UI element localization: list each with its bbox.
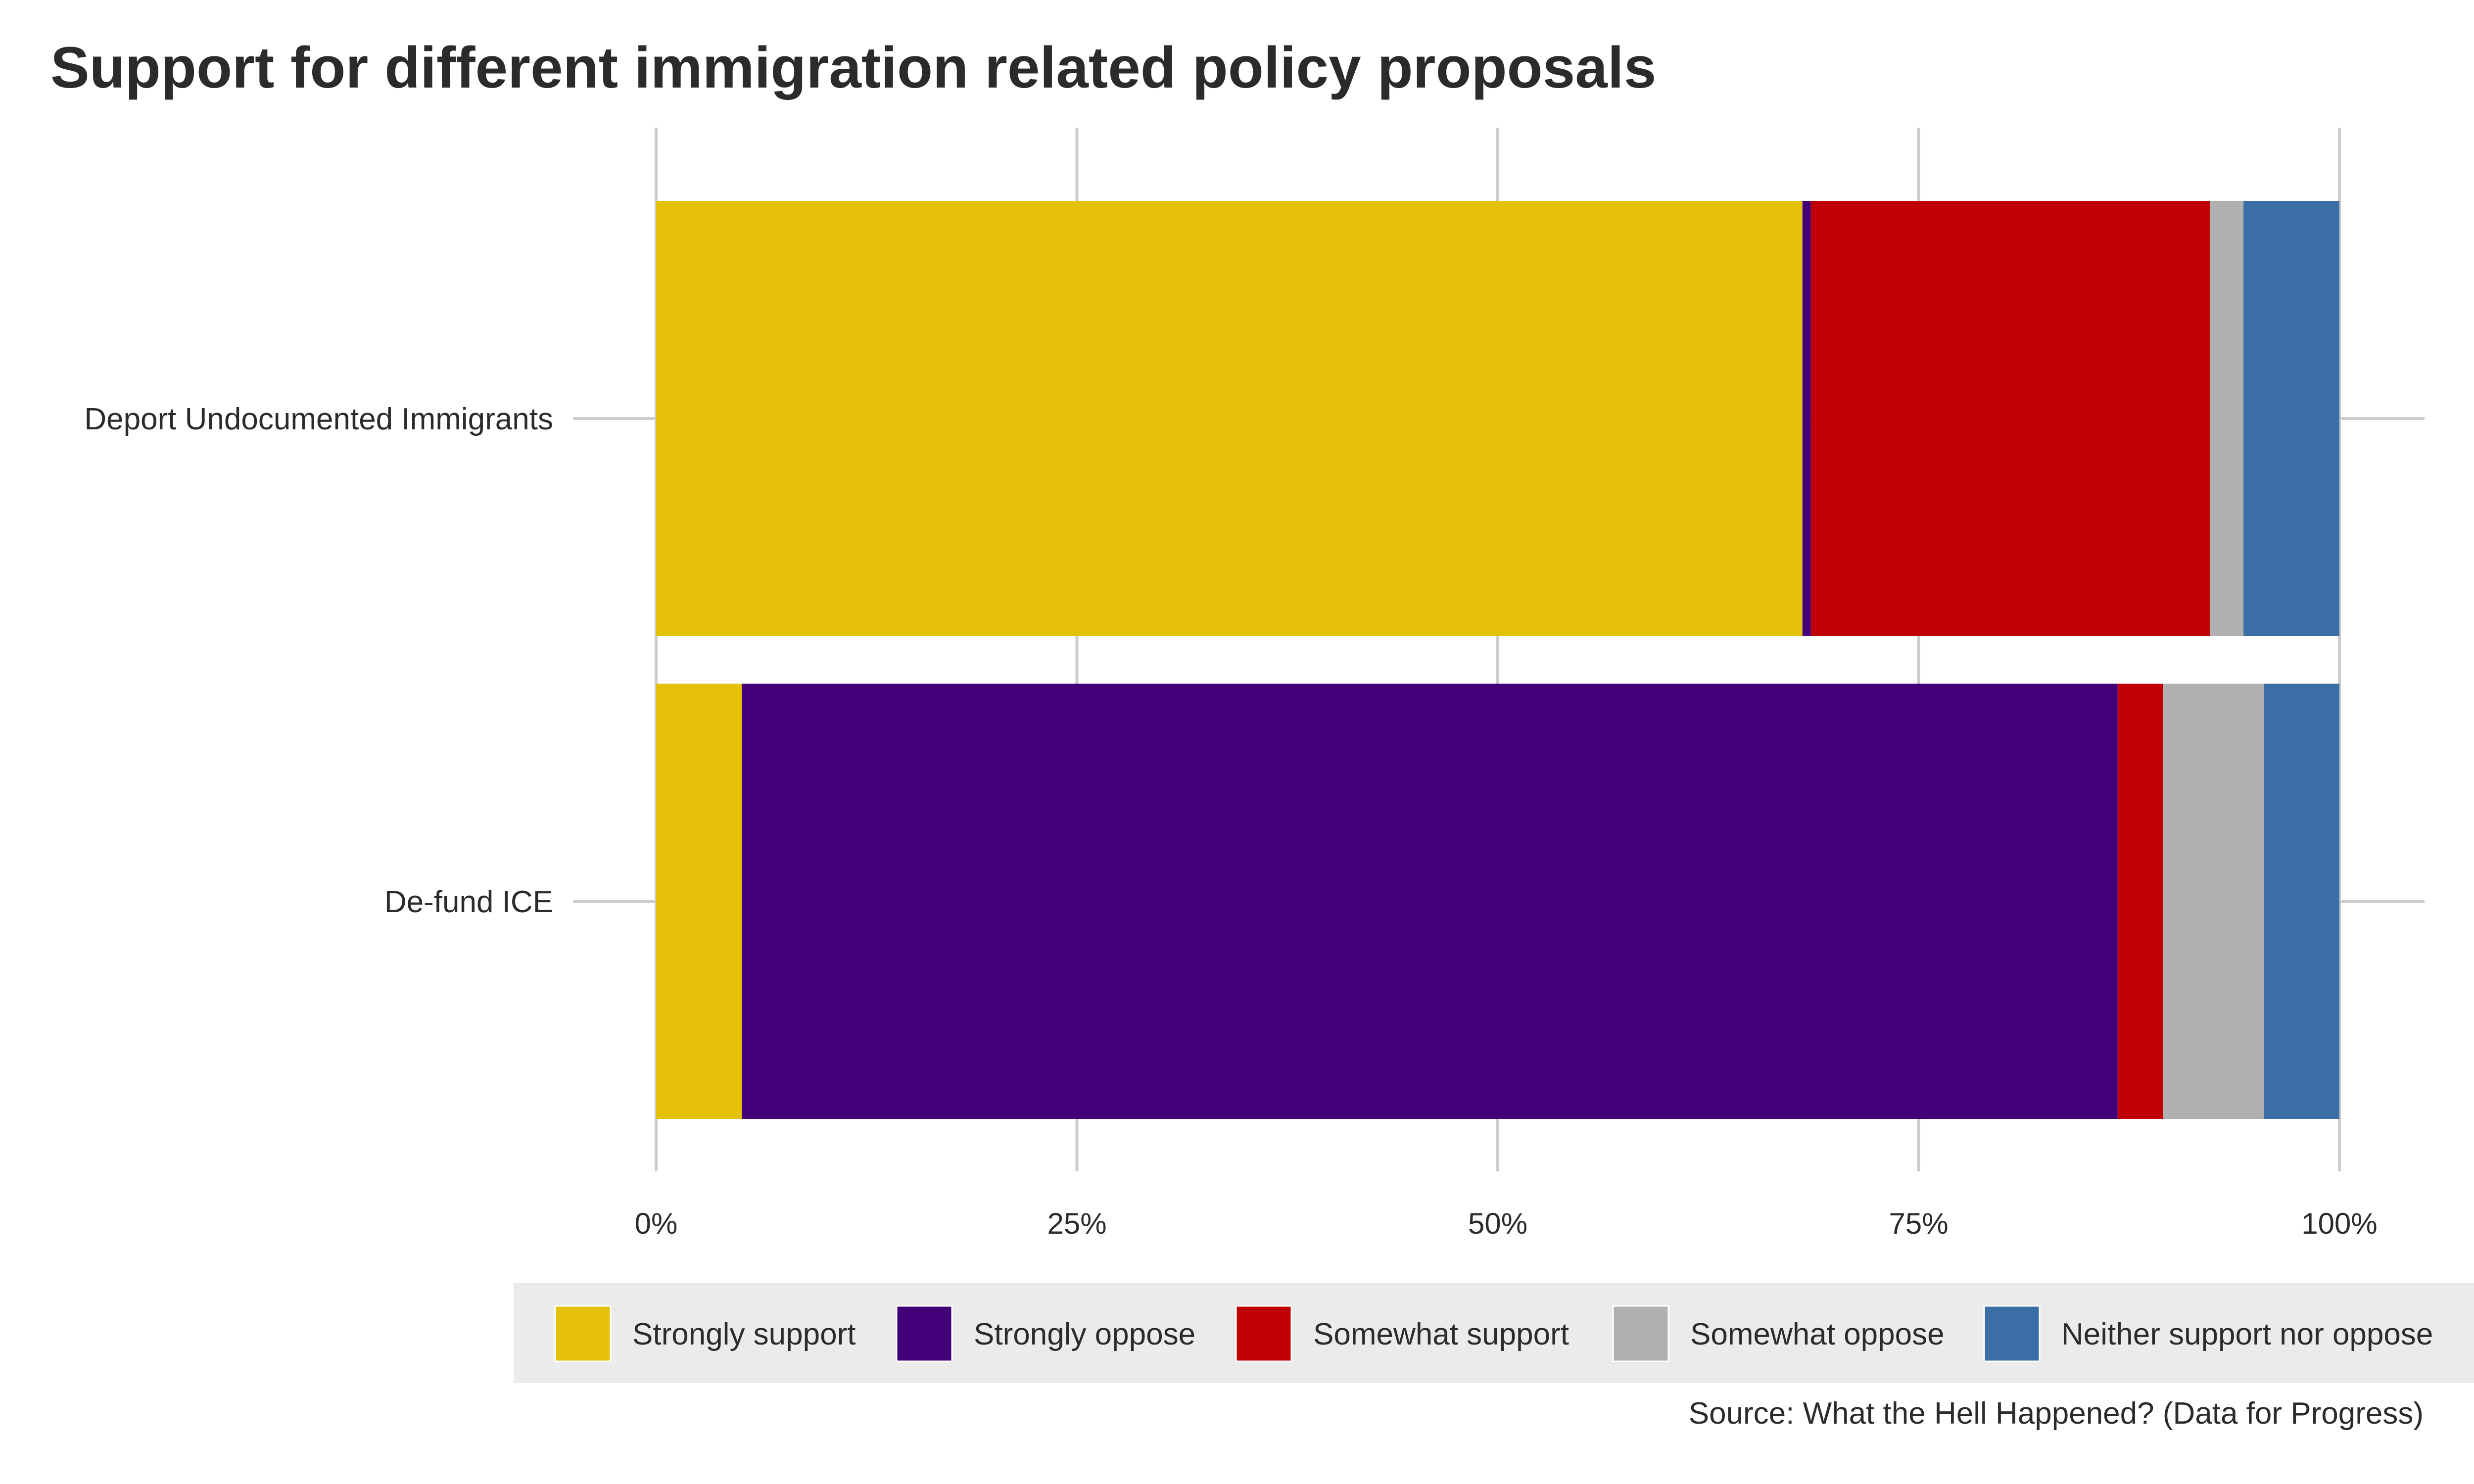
- bar-deport-undocumented-immigrants-somewhat-oppose: [2210, 201, 2244, 636]
- chart-caption: Source: What the Hell Happened? (Data fo…: [1689, 1396, 2424, 1431]
- legend-key-neither-support-nor-oppose: [1983, 1305, 2041, 1362]
- bar-deport-undocumented-immigrants-strongly-oppose: [1802, 201, 1811, 636]
- bars: [656, 201, 2339, 1119]
- x-tick-label-0: 0%: [635, 1207, 678, 1240]
- x-tick-label-1: 25%: [1047, 1207, 1106, 1240]
- bar-deport-undocumented-immigrants-neither-support-nor-oppose: [2243, 201, 2339, 636]
- x-axis-ticks: 0% 25% 50% 75% 100%: [635, 1207, 2378, 1240]
- bar-de-fund-ice-neither-support-nor-oppose: [2264, 684, 2339, 1119]
- legend-background: [514, 1283, 2474, 1383]
- legend-label-somewhat-support: Somewhat support: [1313, 1317, 1569, 1351]
- y-axis-categories: Deport Undocumented Immigrants De-fund IC…: [84, 402, 553, 919]
- legend: Strongly support Strongly oppose Somewhat …: [514, 1283, 2474, 1383]
- legend-key-strongly-oppose: [896, 1305, 953, 1362]
- category-label-deport-undocumented-immigrants: Deport Undocumented Immigrants: [84, 402, 553, 436]
- bar-de-fund-ice-strongly-support: [656, 684, 742, 1119]
- legend-label-somewhat-oppose: Somewhat oppose: [1690, 1317, 1945, 1351]
- category-label-de-fund-ice: De-fund ICE: [384, 885, 553, 919]
- bar-deport-undocumented-immigrants-strongly-support: [656, 201, 1803, 636]
- legend-label-strongly-support: Strongly support: [632, 1317, 856, 1351]
- legend-key-somewhat-support: [1235, 1305, 1292, 1362]
- bar-de-fund-ice-strongly-oppose: [742, 684, 2118, 1119]
- legend-key-strongly-support: [554, 1305, 612, 1362]
- x-tick-label-2: 50%: [1468, 1207, 1527, 1240]
- bar-de-fund-ice-somewhat-oppose: [2163, 684, 2264, 1119]
- x-tick-label-3: 75%: [1889, 1207, 1948, 1240]
- legend-label-strongly-oppose: Strongly oppose: [974, 1317, 1195, 1351]
- legend-key-somewhat-oppose: [1612, 1305, 1669, 1362]
- x-tick-label-4: 100%: [2301, 1207, 2377, 1240]
- chart-title: Support for different immigration relate…: [50, 35, 1656, 100]
- legend-label-neither-support-nor-oppose: Neither support nor oppose: [2061, 1317, 2433, 1351]
- bar-deport-undocumented-immigrants-somewhat-support: [1810, 201, 2210, 636]
- bar-de-fund-ice-somewhat-support: [2117, 684, 2163, 1119]
